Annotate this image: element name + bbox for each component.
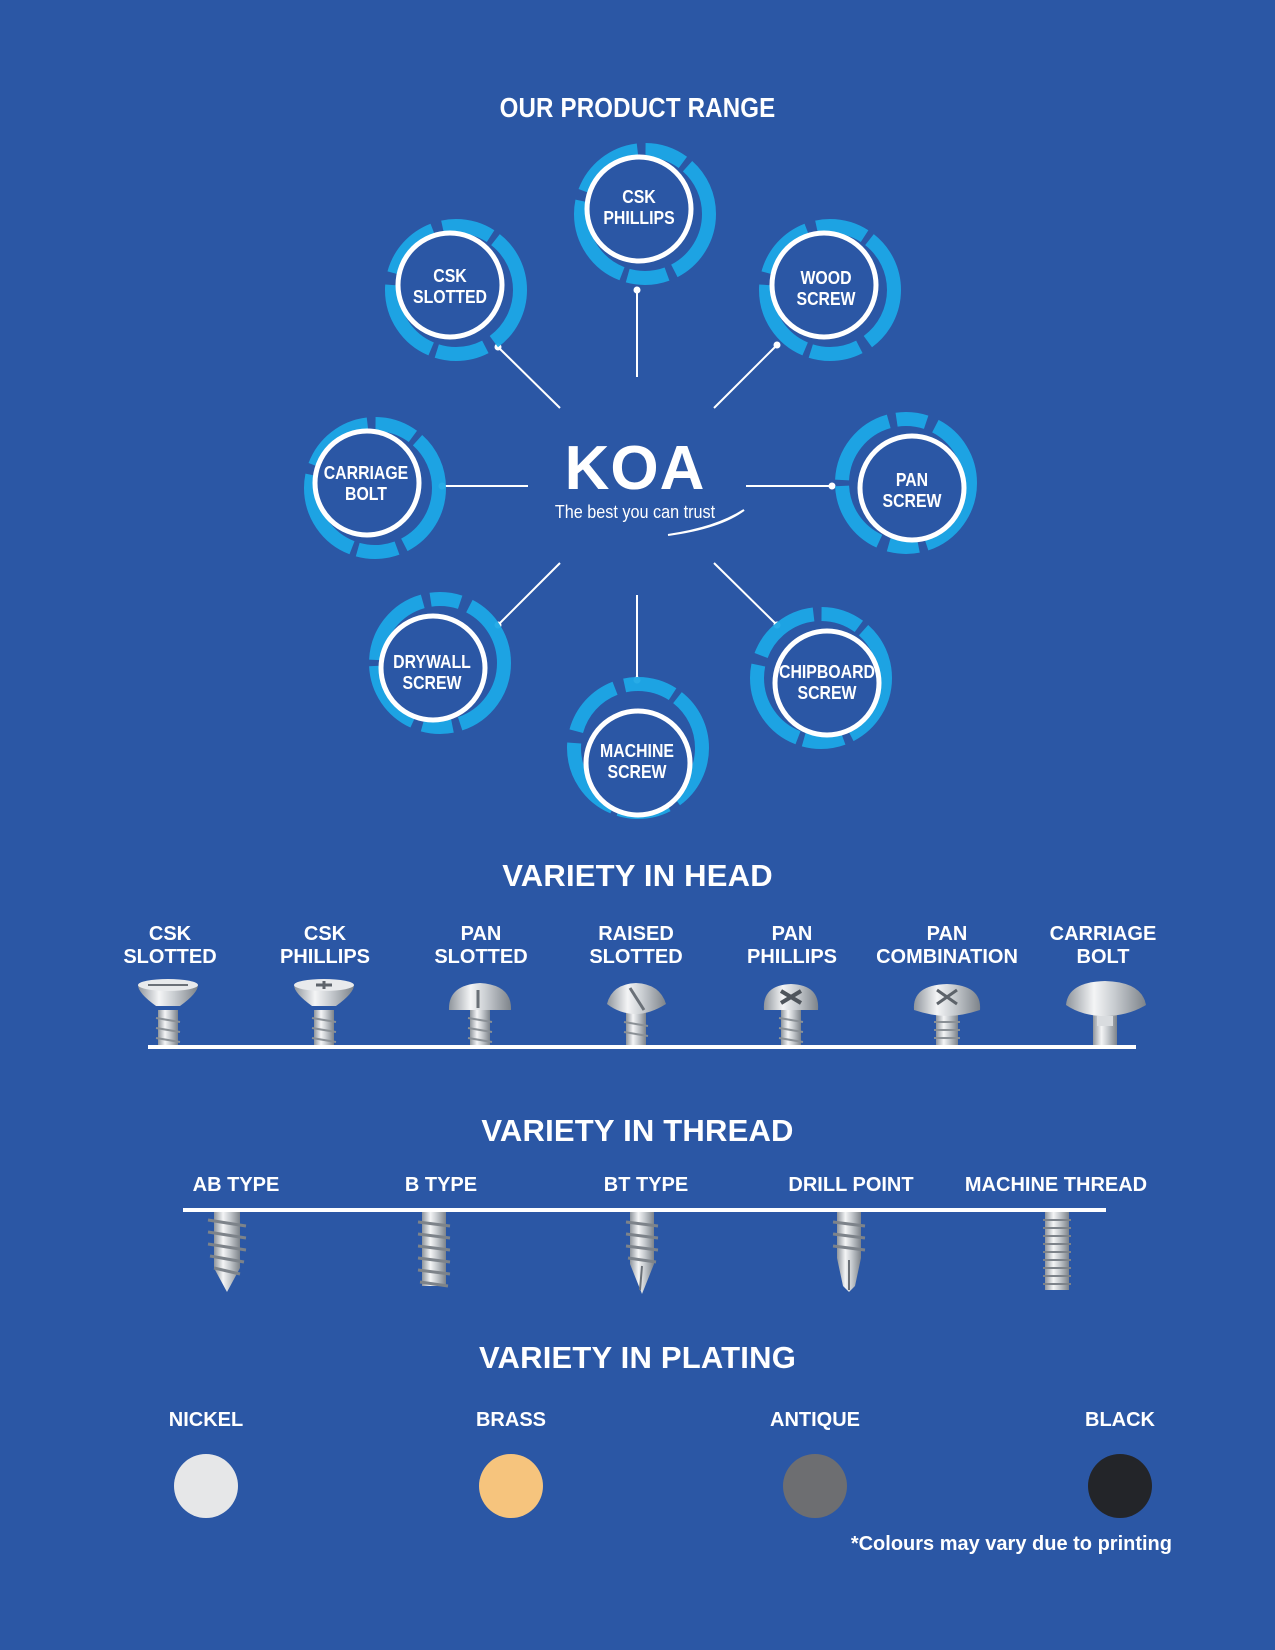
swatch-black <box>1088 1454 1152 1518</box>
printing-note: *Colours may vary due to printing <box>850 1533 1172 1555</box>
csk-phillips-screw-image <box>294 979 354 1048</box>
product-label-csk-slotted: CSK SLOTTED <box>413 266 487 307</box>
product-range-title: OUR PRODUCT RANGE <box>499 92 776 123</box>
thread-label-ab-type: AB TYPE <box>192 1174 280 1196</box>
product-label-pan-screw: PAN SCREW <box>882 470 942 511</box>
thread-label-machine-thread: MACHINE THREAD <box>964 1174 1148 1196</box>
bubble-drywall-screw <box>369 592 511 734</box>
brand-tagline: The best you can trust <box>554 502 716 522</box>
thread-label-b-type: B TYPE <box>404 1174 478 1196</box>
plating-label-black: BLACK <box>1085 1409 1155 1431</box>
head-label-csk-slotted: CSK SLOTTED <box>123 923 217 968</box>
pan-phillips-screw-image <box>763 984 819 1048</box>
bubble-machine-screw <box>567 677 709 819</box>
head-label-pan-combination: PAN COMBINATION <box>876 923 1018 968</box>
raised-slotted-screw-image <box>607 983 666 1048</box>
ab-type-thread-image <box>207 1212 247 1292</box>
csk-slotted-screw-image <box>138 979 198 1048</box>
head-label-raised-slotted: RAISED SLOTTED <box>589 923 683 968</box>
carriage-bolt-image <box>1066 981 1146 1048</box>
b-type-thread-image <box>417 1212 451 1288</box>
product-label-csk-phillips: CSK PHILLIPS <box>603 187 675 228</box>
bubble-wood-screw <box>759 219 901 361</box>
pan-slotted-screw-image <box>448 983 512 1048</box>
connector-line <box>497 346 561 409</box>
brand-swoosh <box>667 509 745 536</box>
head-label-pan-slotted: PAN SLOTTED <box>434 923 528 968</box>
swatch-nickel <box>174 1454 238 1518</box>
head-label-carriage-bolt: CARRIAGE BOLT <box>1049 923 1157 968</box>
product-range-diagram <box>304 143 977 819</box>
connector-line <box>713 562 778 626</box>
connector-line <box>497 562 561 626</box>
drill-point-thread-image <box>832 1212 866 1292</box>
thread-label-drill-point: DRILL POINT <box>788 1174 914 1196</box>
bubble-chipboard-screw <box>750 607 892 749</box>
head-label-csk-phillips: CSK PHILLIPS <box>279 923 370 968</box>
swatch-brass <box>479 1454 543 1518</box>
head-variety-title: VARIETY IN HEAD <box>502 858 773 893</box>
product-label-chipboard-screw: CHIPBOARD SCREW <box>779 662 875 703</box>
plating-label-nickel: NICKEL <box>168 1409 244 1431</box>
product-label-carriage-bolt: CARRIAGE BOLT <box>323 463 409 504</box>
pan-combination-screw-image <box>913 984 981 1048</box>
product-label-machine-screw: MACHINE SCREW <box>600 741 674 782</box>
bt-type-thread-image <box>625 1212 659 1294</box>
machine-thread-image <box>1043 1212 1071 1290</box>
bubble-carriage-bolt <box>304 417 446 559</box>
plating-label-brass: BRASS <box>475 1409 546 1431</box>
thread-variety-title: VARIETY IN THREAD <box>481 1113 794 1148</box>
bubble-csk-slotted <box>385 219 527 361</box>
plating-label-antique: ANTIQUE <box>770 1409 860 1431</box>
product-label-wood-screw: WOOD SCREW <box>796 268 856 309</box>
head-label-pan-phillips: PAN PHILLIPS <box>746 923 837 968</box>
swatch-antique <box>783 1454 847 1518</box>
bubble-csk-phillips <box>574 143 716 285</box>
thread-label-bt-type: BT TYPE <box>603 1174 689 1196</box>
connector-line <box>713 344 778 409</box>
brand-logo-text: KOA <box>564 434 706 503</box>
plating-variety-title: VARIETY IN PLATING <box>478 1340 797 1375</box>
product-label-drywall-screw: DRYWALL SCREW <box>393 652 471 693</box>
bubble-pan-screw <box>835 412 977 554</box>
